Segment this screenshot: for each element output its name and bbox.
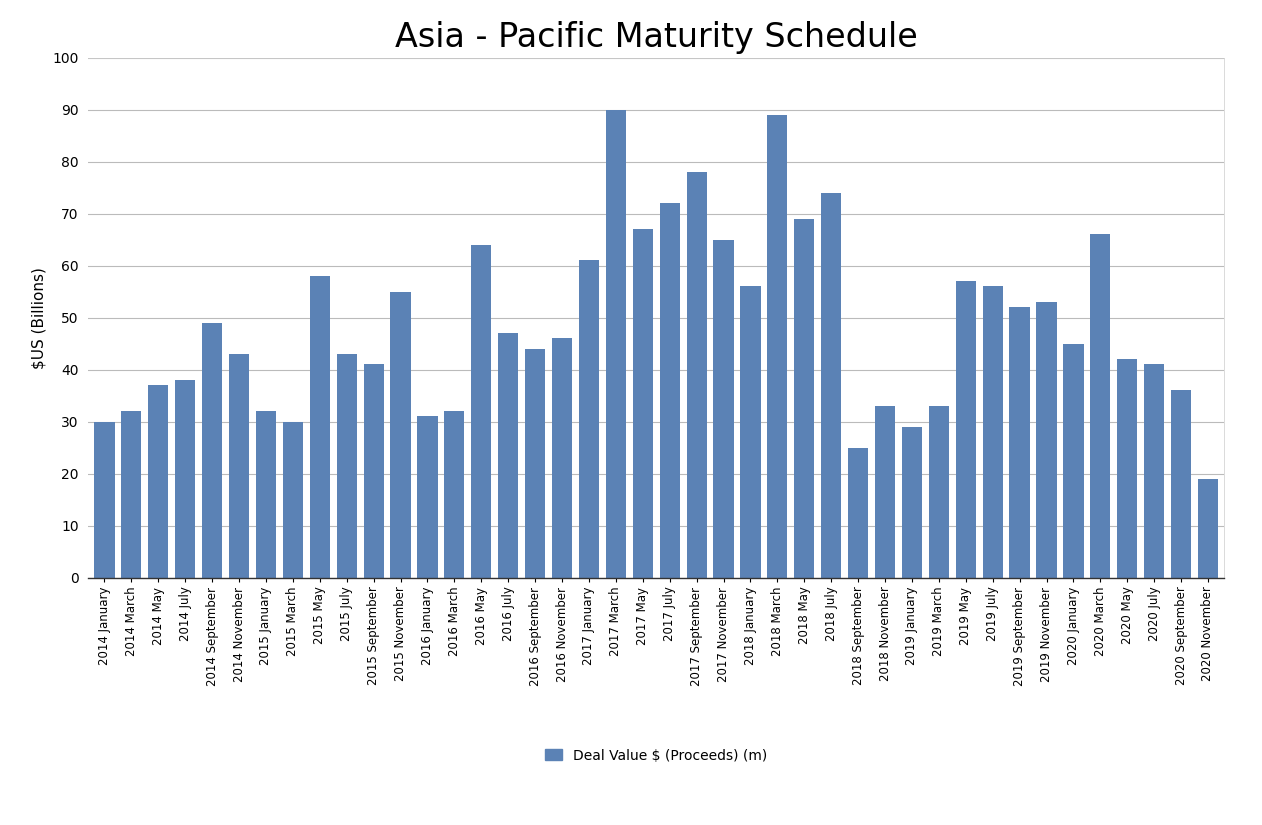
- Bar: [551, 338, 572, 578]
- Bar: [1171, 390, 1191, 578]
- Bar: [579, 261, 599, 578]
- Bar: [1198, 478, 1218, 578]
- Bar: [1064, 344, 1084, 578]
- Bar: [1036, 302, 1056, 578]
- Bar: [471, 245, 491, 578]
- Bar: [741, 286, 761, 578]
- Bar: [363, 365, 384, 578]
- Bar: [525, 349, 545, 578]
- Bar: [498, 333, 519, 578]
- Bar: [687, 172, 707, 578]
- Bar: [1010, 307, 1030, 578]
- Bar: [660, 203, 680, 578]
- Bar: [1090, 234, 1111, 578]
- Bar: [1117, 359, 1137, 578]
- Legend: Deal Value $ (Proceeds) (m): Deal Value $ (Proceeds) (m): [540, 743, 772, 768]
- Bar: [283, 422, 303, 578]
- Bar: [713, 240, 733, 578]
- Bar: [606, 110, 626, 578]
- Bar: [929, 406, 949, 578]
- Bar: [955, 281, 976, 578]
- Bar: [902, 427, 923, 578]
- Bar: [256, 411, 276, 578]
- Bar: [794, 219, 814, 578]
- Bar: [875, 406, 895, 578]
- Bar: [309, 276, 329, 578]
- Bar: [337, 354, 357, 578]
- Bar: [848, 448, 868, 578]
- Bar: [121, 411, 141, 578]
- Bar: [228, 354, 249, 578]
- Bar: [444, 411, 464, 578]
- Bar: [175, 380, 196, 578]
- Bar: [390, 292, 410, 578]
- Bar: [983, 286, 1003, 578]
- Bar: [767, 115, 787, 578]
- Title: Asia - Pacific Maturity Schedule: Asia - Pacific Maturity Schedule: [395, 21, 917, 54]
- Bar: [202, 323, 222, 578]
- Bar: [95, 422, 115, 578]
- Y-axis label: $US (Billions): $US (Billions): [32, 266, 47, 369]
- Bar: [1145, 365, 1165, 578]
- Bar: [148, 385, 168, 578]
- Bar: [632, 229, 652, 578]
- Bar: [822, 193, 842, 578]
- Bar: [418, 417, 438, 578]
